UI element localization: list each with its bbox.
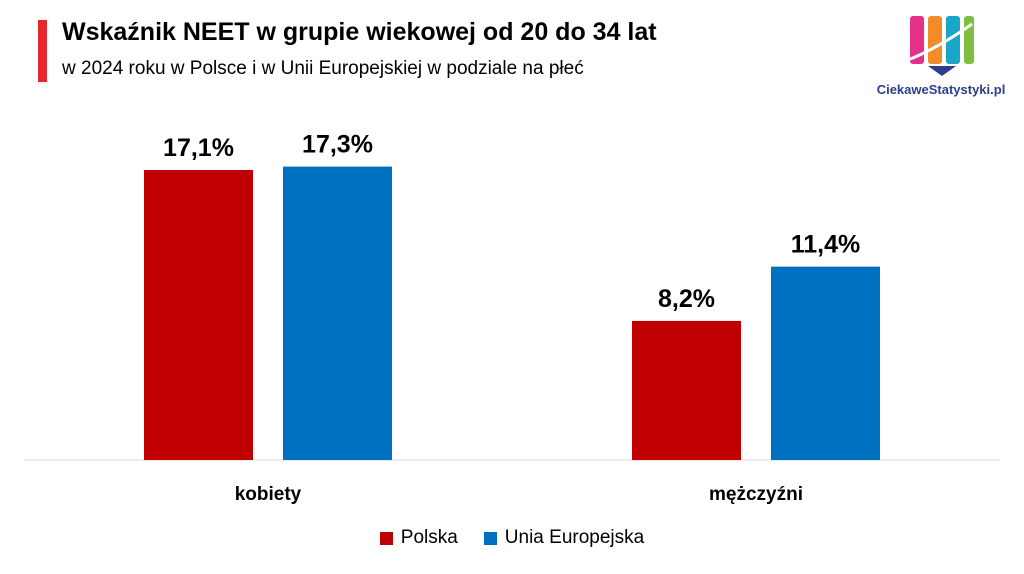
logo-icon (907, 16, 974, 76)
logo-text: CiekaweStatystyki.pl (876, 82, 1006, 97)
data-label-polska-kobiety: 17,1% (163, 134, 234, 162)
data-label-ue-kobiety: 17,3% (302, 131, 373, 159)
category-label-kobiety: kobiety (235, 484, 302, 505)
data-label-polska-mezczyzni: 8,2% (658, 285, 715, 313)
legend-item-polska: Polska (379, 527, 458, 549)
chart-title: Wskaźnik NEET w grupie wiekowej od 20 do… (62, 18, 657, 46)
category-label-mezczyzni: mężczyźni (709, 484, 803, 505)
legend-swatch-ue (483, 531, 497, 545)
title-accent-bar (38, 20, 47, 82)
legend-swatch-polska (379, 531, 393, 545)
site-logo[interactable]: CiekaweStatystyki.pl (868, 10, 1014, 106)
data-label-ue-mezczyzni: 11,4% (791, 231, 861, 259)
chart-subtitle: w 2024 roku w Polsce i w Unii Europejski… (62, 58, 584, 79)
legend-item-ue: Unia Europejska (483, 527, 645, 549)
legend: Polska Unia Europejska (0, 527, 1024, 549)
category-labels-group: kobiety mężczyźni (235, 484, 803, 505)
legend-label-polska: Polska (400, 527, 458, 548)
bars-group (144, 166, 880, 460)
bar-ue-mezczyzni (771, 266, 880, 460)
bar-ue-kobiety (283, 166, 392, 460)
bar-polska-kobiety (144, 170, 253, 460)
data-labels-group: 17,1% 17,3% 8,2% 11,4% (163, 131, 860, 313)
bar-polska-mezczyzni (632, 320, 741, 460)
legend-label-ue: Unia Europejska (504, 527, 645, 548)
